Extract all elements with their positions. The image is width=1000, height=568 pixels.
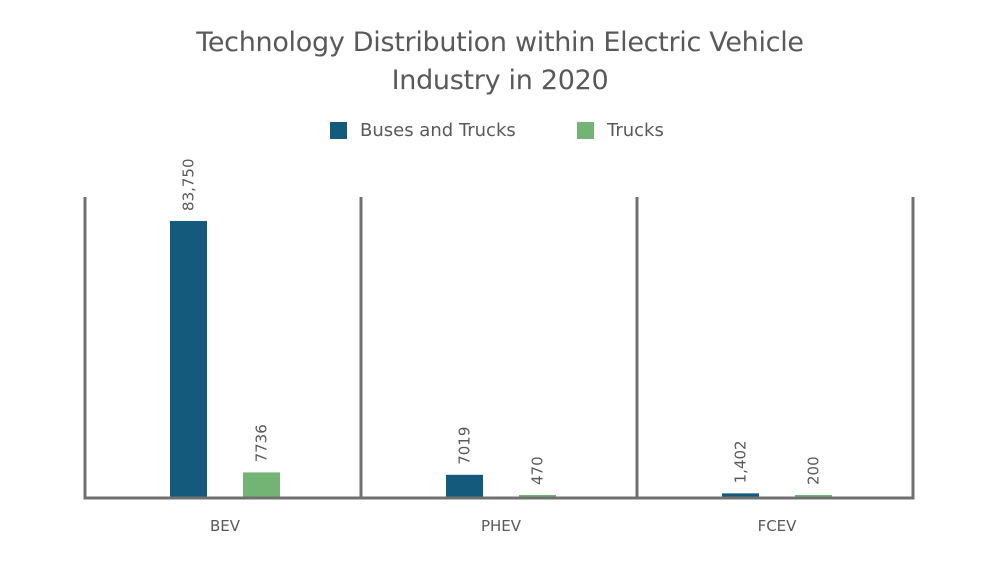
x-tick-label-phev: PHEV [481,517,522,535]
chart-title-line-1: Technology Distribution within Electric … [196,27,804,58]
bar-bev-buses-and-trucks [170,220,207,498]
bar-phev-buses-and-trucks [446,474,483,498]
data-label-fcev-trucks: 200 [805,456,823,485]
legend: Buses and Trucks Trucks [0,120,1000,150]
chart-title: Technology Distribution within Electric … [0,24,1000,100]
legend-label-buses-and-trucks: Buses and Trucks [360,120,516,141]
bar-bev-trucks [243,472,280,498]
data-label-bev-trucks: 7736 [253,424,271,462]
legend-swatch-trucks [577,122,594,139]
legend-swatch-buses-and-trucks [330,122,347,139]
x-tick-label-bev: BEV [210,517,241,535]
bar-fcev-buses-and-trucks [722,493,759,498]
legend-item-buses-and-trucks: Buses and Trucks [330,120,516,141]
data-label-phev-buses-and-trucks: 7019 [456,427,474,465]
x-tick-label-fcev: FCEV [758,517,798,535]
legend-item-trucks: Trucks [577,120,664,141]
data-label-bev-buses-and-trucks: 83,750 [180,158,198,211]
data-label-fcev-buses-and-trucks: 1,402 [732,440,750,483]
data-label-phev-trucks: 470 [529,456,547,485]
chart-title-line-2: Industry in 2020 [391,65,609,96]
legend-label-trucks: Trucks [607,120,664,141]
